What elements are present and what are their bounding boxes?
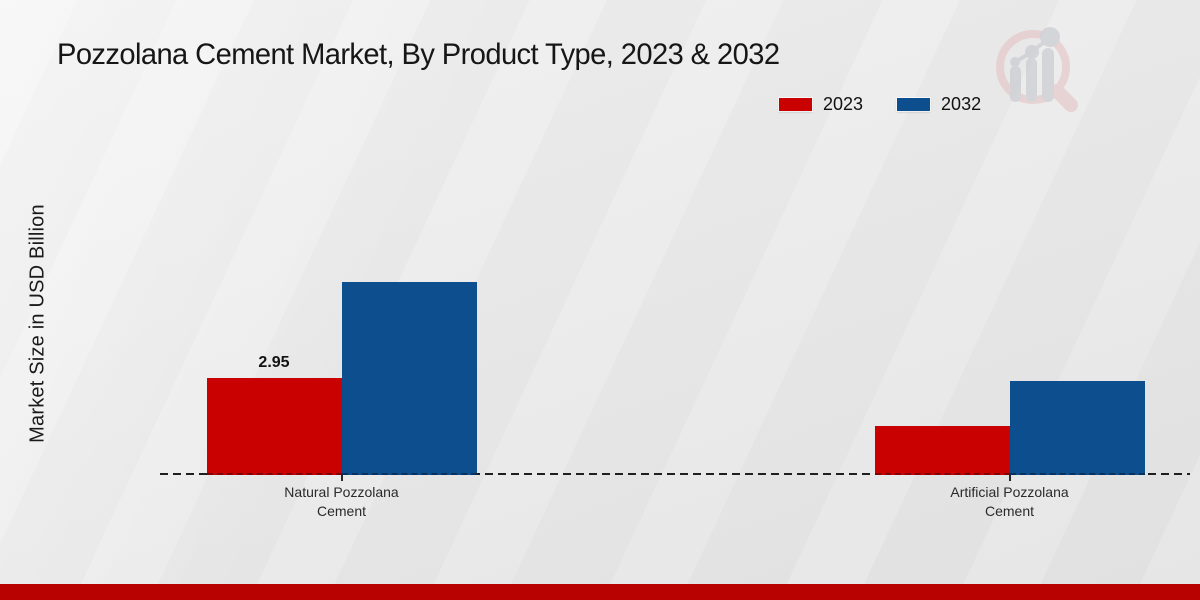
legend-swatch-2023 bbox=[779, 98, 812, 111]
brand-accent-bar bbox=[0, 584, 1200, 600]
legend-item-2023: 2023 bbox=[779, 94, 863, 115]
x-axis-tick bbox=[1008, 475, 1011, 481]
bar-2023-natural-pozzolana-cement bbox=[206, 378, 342, 475]
legend: 2023 2032 bbox=[779, 94, 981, 115]
legend-item-2032: 2032 bbox=[897, 94, 981, 115]
magnifier-bar-chart-logo-icon bbox=[996, 27, 1078, 112]
bar-2032-natural-pozzolana-cement bbox=[341, 282, 477, 475]
legend-label-2032: 2032 bbox=[941, 94, 982, 114]
category-label: Artificial Pozzolana Cement bbox=[950, 484, 1069, 519]
legend-swatch-2032 bbox=[897, 98, 931, 111]
bar-2023-artificial-pozzolana-cement bbox=[874, 426, 1010, 475]
bar-2032-artificial-pozzolana-cement bbox=[1009, 381, 1145, 475]
x-axis-tick bbox=[340, 475, 343, 481]
chart-title: Pozzolana Cement Market, By Product Type… bbox=[57, 38, 780, 71]
category-label: Natural Pozzolana Cement bbox=[284, 484, 399, 519]
x-axis-baseline bbox=[160, 473, 1190, 475]
bar-value-label: 2.95 bbox=[258, 354, 290, 371]
legend-label-2023: 2023 bbox=[823, 94, 864, 114]
